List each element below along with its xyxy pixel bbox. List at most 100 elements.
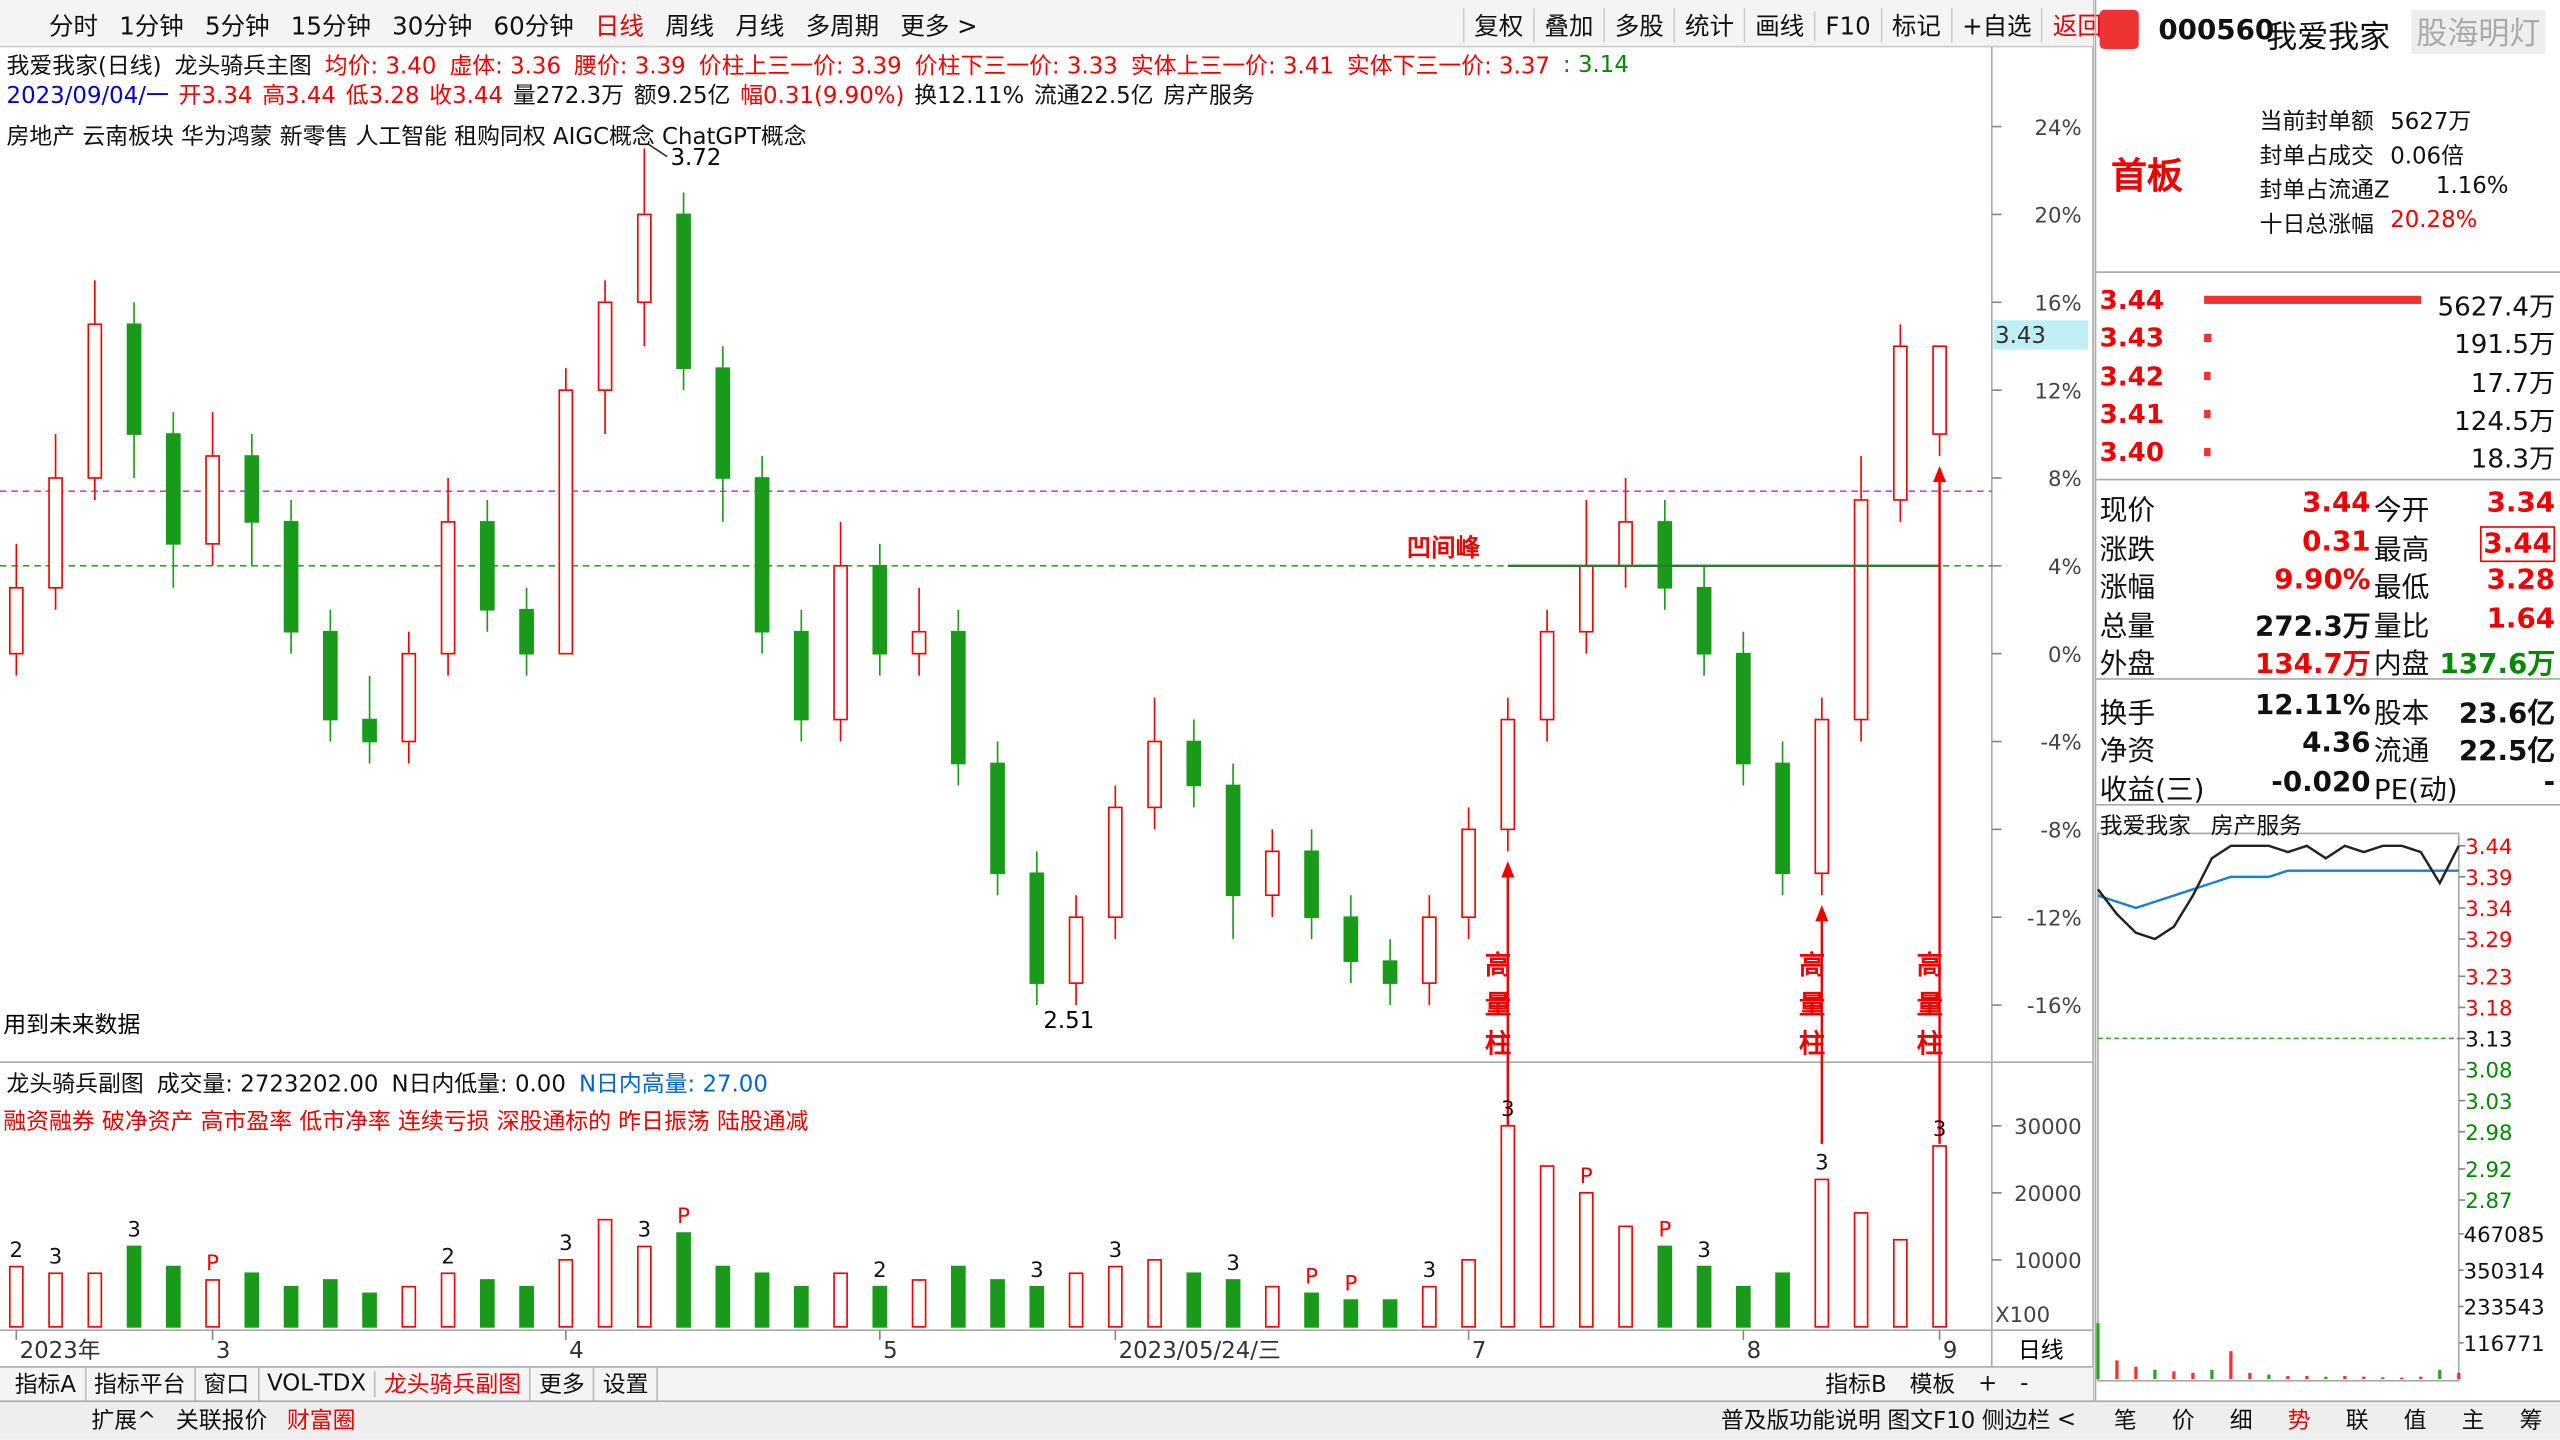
candle-body — [1618, 521, 1633, 567]
note-arrowhead — [1501, 861, 1515, 878]
period-tab[interactable]: 分时 — [48, 11, 98, 41]
period-tab[interactable]: 周线 — [665, 11, 715, 41]
side-tab[interactable]: 价 — [2171, 1408, 2195, 1435]
quote-cell: 今开 — [2373, 495, 2430, 528]
tool-tab[interactable]: 画线 — [1743, 8, 1814, 43]
tool-tab[interactable]: 复权 — [1462, 8, 1533, 43]
side-tab[interactable]: 细 — [2229, 1408, 2253, 1435]
y-tick-label: -16% — [2027, 994, 2082, 1019]
volume-bar — [401, 1285, 417, 1328]
volume-bar — [1735, 1285, 1751, 1328]
candle-body — [1461, 828, 1476, 919]
period-tab[interactable]: 更多 > — [900, 11, 978, 41]
tool-tab[interactable]: 统计 — [1673, 8, 1744, 43]
tool-tab[interactable]: 返回 — [2041, 8, 2111, 43]
candle-body — [1932, 345, 1947, 435]
period-tab[interactable]: 日线 — [594, 11, 644, 41]
bottom-tab[interactable]: VOL-TDX — [259, 1371, 376, 1398]
bottom-tab[interactable]: 模板 — [1909, 1372, 1956, 1399]
tool-tab[interactable]: 标记 — [1880, 8, 1950, 43]
volume-bar — [1264, 1285, 1280, 1328]
book-price: 3.44 — [2099, 284, 2165, 316]
sep — [2096, 478, 2560, 481]
seal-value: 1.16% — [2435, 173, 2509, 200]
period-tab[interactable]: 多周期 — [805, 11, 880, 41]
candle-body — [1735, 652, 1751, 765]
volume-bar — [558, 1259, 574, 1328]
bottom-tab[interactable]: - — [2020, 1371, 2029, 1398]
status-right: 普及版功能说明 图文F10 侧边栏 < — [1721, 1404, 2076, 1437]
volume-tag: P — [677, 1204, 690, 1229]
stock-title: 我爱我家(日线) — [6, 53, 162, 81]
volume-bar — [990, 1279, 1005, 1328]
volume-bar — [676, 1232, 691, 1328]
tool-tab[interactable]: 叠加 — [1533, 8, 1603, 43]
bottom-tab[interactable]: 窗口 — [195, 1367, 259, 1401]
bottom-tab[interactable]: + — [1978, 1371, 1998, 1398]
side-tab[interactable]: 联 — [2345, 1408, 2369, 1435]
mini-tick-label: 3.39 — [2465, 866, 2512, 891]
book-price: 3.42 — [2099, 360, 2165, 392]
book-amount: 18.3万 — [2470, 443, 2556, 475]
volume-bar — [283, 1285, 299, 1328]
brand: 股海明灯 — [2411, 9, 2546, 54]
quote-cell: 3.28 — [2486, 563, 2556, 597]
bottom-tab[interactable]: 指标A — [7, 1367, 86, 1401]
status-bar — [0, 1400, 2560, 1440]
tabs-left: 指标A 指标平台 窗口 VOL-TDX 龙头骑兵副图 更多 设置 — [7, 1367, 659, 1401]
volume-bar — [1068, 1272, 1084, 1328]
bottom-tab[interactable]: 设置 — [595, 1367, 659, 1401]
y-tick-label: -8% — [2040, 819, 2081, 844]
volume-tag: 3 — [1815, 1151, 1829, 1176]
quote-cell: 最高 — [2373, 533, 2430, 567]
status-item[interactable]: 财富圈 — [286, 1408, 356, 1435]
side-tab[interactable]: 笔 — [2113, 1408, 2137, 1435]
side-tab[interactable]: 筹 — [2519, 1408, 2543, 1435]
period-tab[interactable]: 月线 — [735, 11, 785, 41]
quote-cell: 3.44 — [2302, 486, 2371, 520]
x-tick-label: 4 — [569, 1338, 584, 1364]
quote-item: 流通22.5亿 — [1034, 83, 1154, 110]
status-item[interactable]: 扩展^ — [91, 1408, 157, 1435]
status-item[interactable]: 侧边栏 — [1981, 1408, 2051, 1435]
period-tab[interactable]: 30分钟 — [392, 11, 473, 41]
side-tab[interactable]: 值 — [2403, 1408, 2427, 1435]
volume-bar — [126, 1245, 142, 1328]
bottom-tab[interactable]: 指标平台 — [86, 1367, 196, 1401]
quote-cell: 3.44 — [2480, 525, 2556, 562]
mini-vol-bar — [2267, 1374, 2271, 1380]
bottom-tab[interactable]: 更多 — [531, 1367, 595, 1401]
bottom-tab[interactable]: 指标B — [1825, 1372, 1887, 1399]
status-item[interactable]: 关联报价 — [175, 1408, 268, 1435]
side-tab[interactable]: 势 — [2287, 1408, 2311, 1435]
y-tick-label: 8% — [2048, 467, 2082, 492]
right-panel: 000560 我爱我家 股海明灯 首板 当前封单额 5627万 封单占成交 0.06倍 封单占流… — [2094, 0, 2560, 1438]
candle-body — [126, 323, 142, 435]
y-tick-label: 20% — [2034, 204, 2081, 229]
tool-tab[interactable]: F10 — [1814, 10, 1880, 41]
status-item[interactable]: < — [2056, 1406, 2077, 1434]
status-item[interactable]: 图文F10 — [1887, 1408, 1976, 1435]
quote-item: 低3.28 — [345, 83, 420, 110]
tool-tab[interactable]: +自选 — [1950, 8, 2042, 43]
sep — [2096, 271, 2560, 273]
bottom-tab[interactable]: 龙头骑兵副图 — [376, 1367, 531, 1401]
candle-body — [440, 521, 456, 655]
ann-arrow — [647, 142, 668, 158]
side-tab[interactable]: 主 — [2461, 1408, 2485, 1435]
indicator-name: 龙头骑兵主图 — [174, 53, 312, 81]
period-tab[interactable]: 5分钟 — [204, 11, 270, 41]
period-tab[interactable]: 15分钟 — [290, 11, 371, 41]
tool-tab[interactable]: 多股 — [1603, 8, 1673, 43]
quote-row: 换手 12.11% 股本 23.6亿 — [2100, 689, 2559, 730]
volume-note: 高量柱 — [1911, 951, 1943, 1069]
volume-bar — [1932, 1145, 1947, 1328]
status-item[interactable]: 普及版功能说明 — [1720, 1408, 1881, 1435]
quote-cell: 收益(三) — [2099, 773, 2205, 807]
quote-item: 额9.25亿 — [633, 83, 731, 110]
candle-body — [990, 762, 1005, 875]
period-tab[interactable]: 1分钟 — [119, 11, 184, 41]
period-tab[interactable]: 60分钟 — [493, 11, 574, 41]
mini-vol-bar — [2400, 1377, 2404, 1380]
